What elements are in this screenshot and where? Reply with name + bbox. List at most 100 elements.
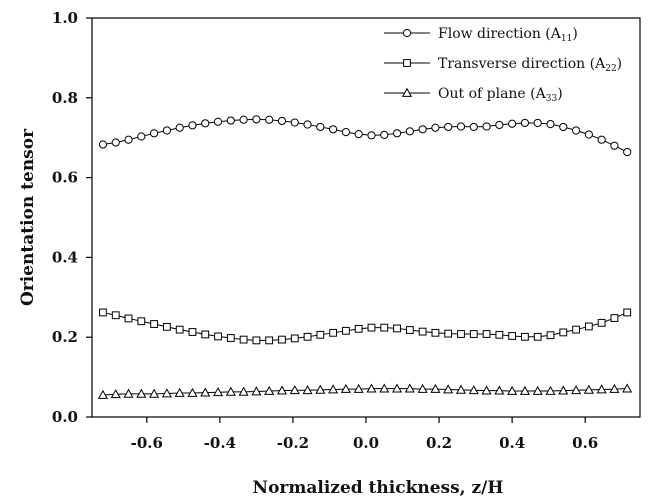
data-point: [469, 330, 478, 338]
data-point: [289, 385, 300, 395]
data-point: [571, 126, 581, 135]
data-point: [405, 326, 414, 334]
data-point: [136, 388, 147, 398]
data-point: [495, 120, 504, 130]
data-point: [392, 383, 403, 393]
plot-area-border: [91, 17, 641, 418]
data-point: [213, 117, 223, 126]
data-point: [393, 324, 401, 333]
data-point: [150, 320, 159, 328]
data-point: [225, 386, 236, 396]
legend-label: Flow direction (A11): [438, 26, 578, 44]
legend: Flow direction (A11) Transverse direction…: [384, 26, 622, 104]
data-point: [226, 116, 235, 125]
data-point: [201, 119, 210, 128]
data-point: [533, 118, 542, 128]
data-point: [597, 318, 606, 327]
data-point: [469, 122, 478, 132]
data-point: [110, 389, 121, 399]
data-point: [149, 388, 160, 398]
x-tick-label: -0.2: [277, 434, 309, 452]
data-point: [123, 388, 134, 398]
legend-marker: [402, 28, 412, 38]
legend-label: Transverse direction (A22): [438, 56, 622, 74]
data-point: [584, 322, 593, 331]
data-point: [353, 383, 364, 393]
data-point: [405, 127, 414, 136]
data-point: [303, 120, 312, 129]
data-point: [316, 122, 325, 132]
x-tick-label: 0.0: [353, 434, 379, 452]
data-point: [417, 383, 428, 393]
legend-marker: [401, 87, 413, 97]
data-point: [174, 387, 185, 397]
data-point: [622, 383, 633, 393]
data-point: [239, 115, 248, 124]
data-point: [494, 385, 505, 395]
data-point: [290, 118, 299, 127]
data-point: [252, 115, 261, 124]
data-point: [508, 332, 517, 340]
data-point: [444, 329, 453, 338]
data-point: [342, 326, 350, 335]
data-point: [188, 328, 197, 336]
data-point: [98, 140, 108, 149]
data-point: [583, 384, 594, 394]
data-point: [443, 384, 454, 394]
series-lines: [97, 115, 633, 399]
data-point: [111, 311, 120, 320]
data-point: [482, 122, 491, 131]
data-point: [328, 384, 339, 394]
data-point: [226, 334, 235, 342]
data-point: [150, 129, 159, 138]
data-point: [507, 385, 518, 395]
data-point: [520, 118, 530, 128]
data-point: [546, 331, 555, 340]
data-point: [559, 328, 568, 337]
x-tick-label: 0.2: [426, 434, 452, 452]
data-point: [175, 123, 184, 132]
data-point: [623, 308, 632, 317]
y-tick-label: 0.0: [52, 408, 78, 426]
data-point: [175, 325, 184, 334]
x-tick-label: -0.6: [131, 434, 163, 452]
data-point: [481, 385, 492, 395]
data-point: [457, 330, 465, 338]
data-point: [609, 383, 620, 393]
y-tick-label: 0.6: [52, 169, 78, 187]
data-point: [431, 123, 440, 132]
legend-marker: [403, 59, 411, 67]
data-point: [482, 330, 491, 338]
data-point: [340, 383, 351, 393]
data-point: [623, 147, 632, 157]
data-point: [265, 336, 274, 345]
data-point: [354, 324, 363, 333]
data-point: [212, 387, 224, 397]
data-point: [546, 120, 555, 129]
y-axis-title: Orientation tensor: [18, 128, 38, 306]
axis-ticks: -0.6 -0.4 -0.2 0.0 0.2 0.4 0.6 0.0 0.2 0.4 0.6 0.8 1…: [52, 9, 598, 452]
data-point: [137, 132, 146, 141]
data-point: [392, 129, 402, 138]
data-point: [329, 125, 338, 134]
y-tick-label: 0.4: [52, 248, 78, 266]
data-point: [329, 328, 338, 337]
data-point: [265, 115, 274, 124]
x-axis-title: Normalized thickness, z/H: [253, 478, 504, 498]
data-point: [519, 385, 530, 395]
data-point: [418, 327, 427, 336]
data-point: [366, 383, 377, 393]
data-point: [316, 330, 325, 339]
x-tick-label: -0.4: [204, 434, 236, 452]
series-circle: [98, 115, 632, 157]
data-point: [468, 385, 479, 395]
data-point: [137, 317, 146, 326]
data-point: [558, 385, 569, 395]
data-point: [610, 141, 619, 150]
data-point: [278, 335, 286, 344]
data-point: [559, 122, 568, 132]
data-point: [495, 330, 504, 339]
data-point: [303, 332, 312, 341]
data-point: [444, 122, 453, 132]
